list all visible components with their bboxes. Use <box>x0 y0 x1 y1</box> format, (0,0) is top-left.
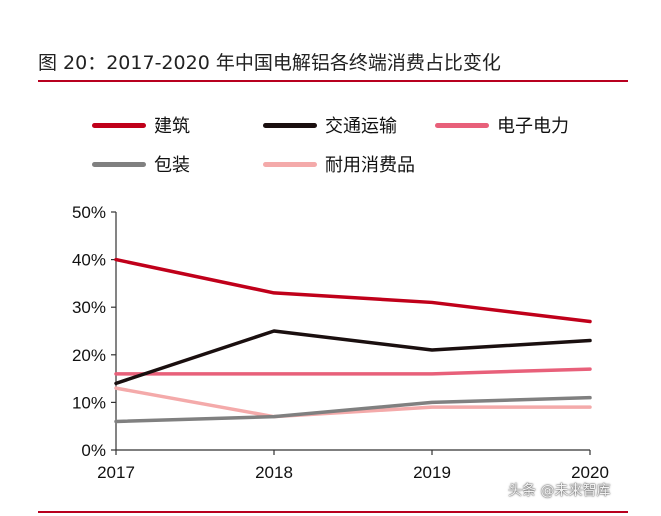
legend-swatch-electronics <box>435 122 489 128</box>
legend-swatch-packaging <box>92 161 146 167</box>
x-tick-label: 2018 <box>255 463 293 482</box>
series-line-耐用消费品 <box>114 386 592 419</box>
y-tick-label: 20% <box>72 346 106 365</box>
legend-item-packaging: 包装 <box>92 152 190 176</box>
watermark: 头条 @未来智库 <box>508 483 611 499</box>
bottom-rule <box>38 511 628 513</box>
x-tick-label: 2019 <box>413 463 451 482</box>
series-line-交通运输 <box>114 329 592 386</box>
x-tick-label: 2017 <box>97 463 135 482</box>
x-tick-label: 2020 <box>571 463 609 482</box>
legend-swatch-construction <box>92 122 146 128</box>
legend-item-transport: 交通运输 <box>263 113 397 137</box>
y-tick-label: 50% <box>72 203 106 222</box>
legend-swatch-transport <box>263 122 317 128</box>
chart-title: 图 20：2017-2020 年中国电解铝各终端消费占比变化 <box>38 52 501 74</box>
series-line-包装 <box>114 395 592 424</box>
legend-swatch-durables <box>263 161 317 167</box>
legend-label-construction: 建筑 <box>154 116 190 137</box>
legend-item-durables: 耐用消费品 <box>263 152 415 176</box>
title-underline <box>38 80 628 82</box>
legend-item-electronics: 电子电力 <box>435 113 569 137</box>
y-tick-label: 10% <box>72 393 106 412</box>
legend-label-durables: 耐用消费品 <box>325 155 415 176</box>
y-tick-label: 30% <box>72 298 106 317</box>
legend-label-packaging: 包装 <box>154 155 190 176</box>
y-tick-label: 0% <box>81 441 106 460</box>
y-tick-label: 40% <box>72 251 106 270</box>
legend-label-electronics: 电子电力 <box>497 116 569 137</box>
series-line-建筑 <box>114 257 592 324</box>
series-line-电子电力 <box>114 367 592 376</box>
legend-item-construction: 建筑 <box>92 113 190 137</box>
legend-label-transport: 交通运输 <box>325 116 397 137</box>
